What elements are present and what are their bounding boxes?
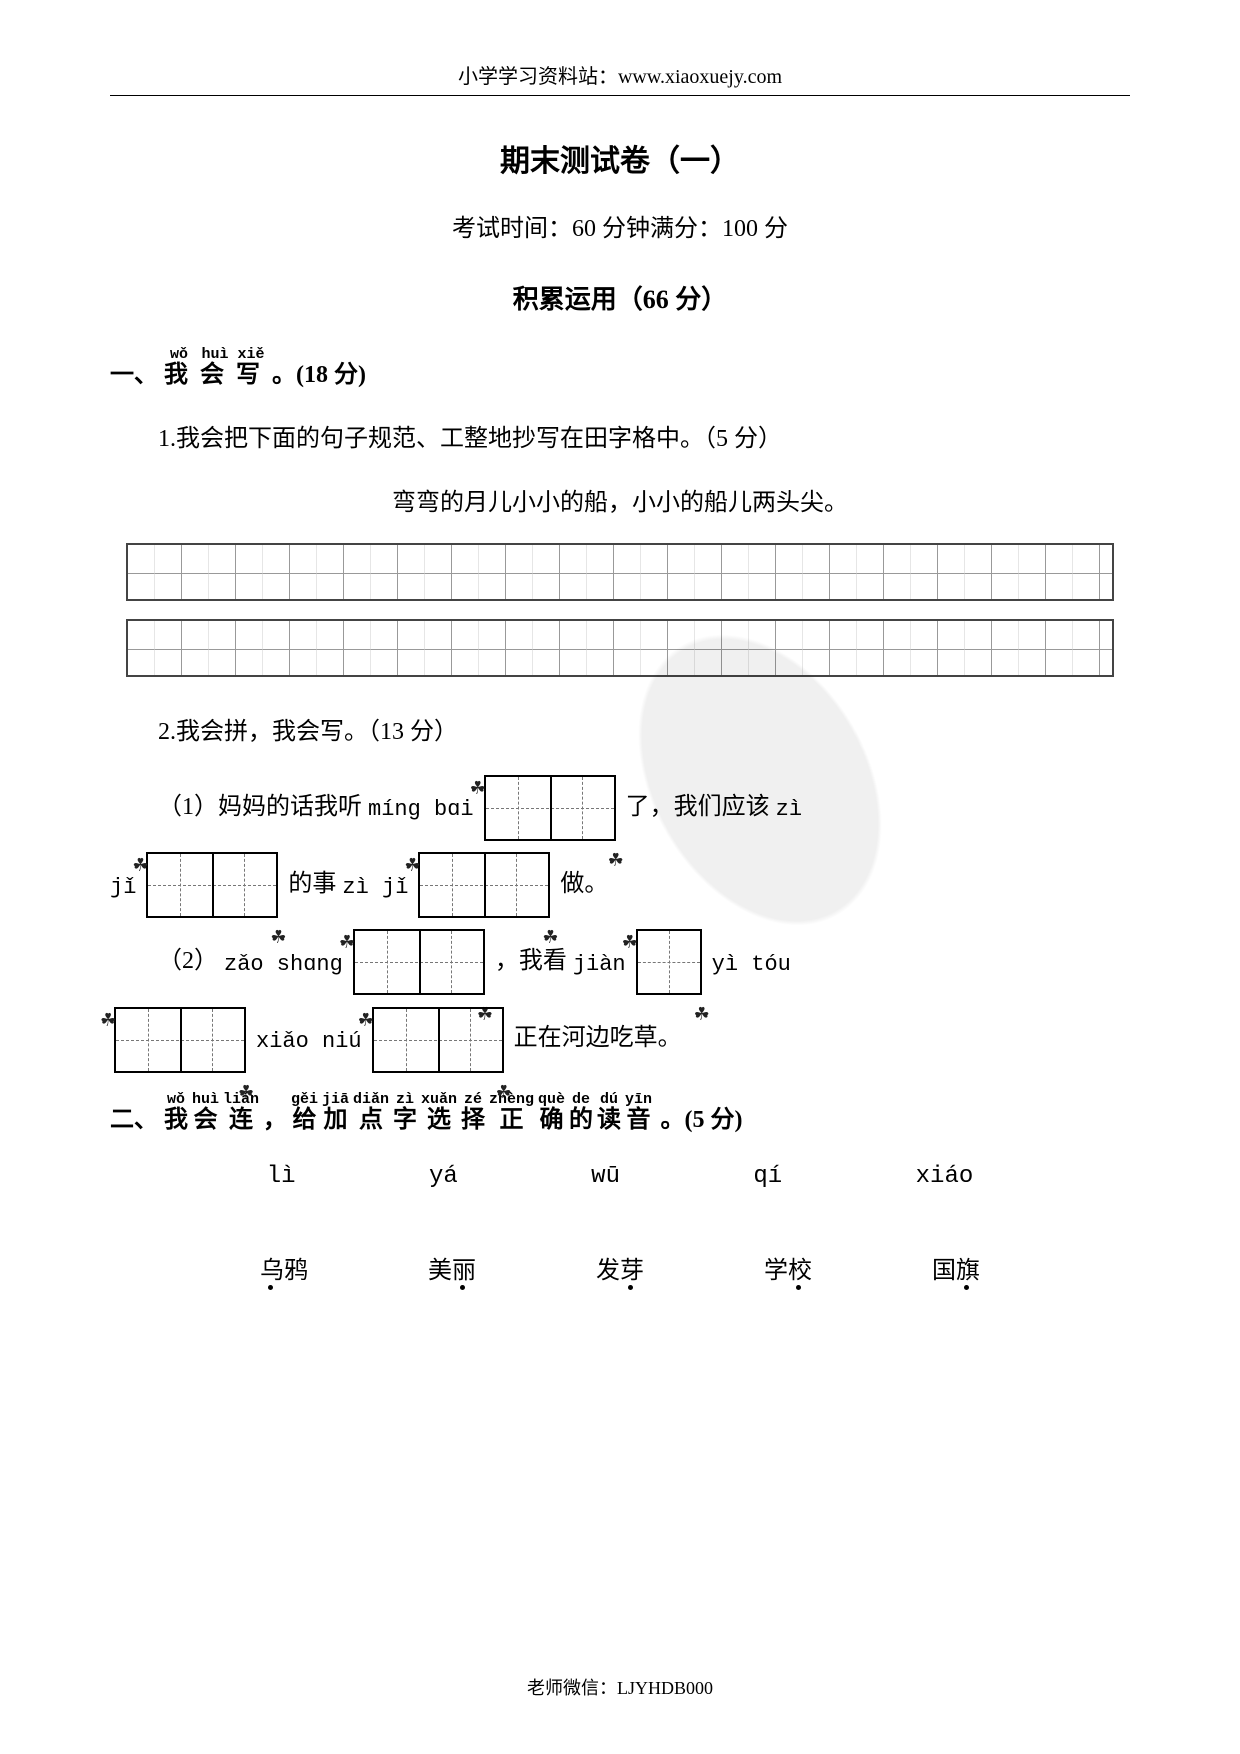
q2-heading: 二、 我wǒ会huì连lián，给gěi加jiā点diǎn字zì选xuǎn择zé… — [110, 1091, 1130, 1139]
exam-title: 期末测试卷（一） — [110, 136, 1130, 180]
leaf-icon: ☘ — [694, 989, 716, 1007]
leaf-icon: ☘ — [608, 835, 630, 853]
text-run: （1）妈妈的话我听 — [158, 774, 362, 841]
word-option[interactable]: 国旗 — [932, 1250, 980, 1285]
answer-box[interactable]: ☘☘ — [114, 1007, 246, 1073]
page-footer: 老师微信：LJYHDB000 — [0, 1674, 1240, 1700]
answer-box[interactable]: ☘☘ — [484, 775, 616, 841]
answer-box[interactable]: ☘☘ — [372, 1007, 504, 1073]
pinyin-inline: xiǎo niú — [256, 1011, 362, 1073]
leaf-icon: ☘ — [404, 840, 426, 858]
pinyin-inline: míng bɑi — [368, 779, 474, 841]
leaf-icon: ☘ — [622, 917, 644, 935]
leaf-icon: ☘ — [496, 1067, 518, 1085]
q1-sub2-line2: （2） zǎo shɑng ☘☘ ，我看 jiàn ☘☘ yì tóu — [158, 928, 1130, 995]
leaf-icon: ☘ — [358, 995, 380, 1013]
leaf-icon: ☘ — [270, 912, 292, 930]
q1-tail: 。(18 分) — [272, 362, 366, 388]
section-a-title: 积累运用（66 分） — [110, 279, 1130, 316]
q2-pinyin-row: lì yá wū qí xiáo — [200, 1163, 1040, 1190]
pinyin-inline: zì jǐ — [342, 857, 408, 919]
answer-box[interactable]: ☘☘ — [418, 852, 550, 918]
leaf-icon: ☘ — [100, 995, 122, 1013]
leaf-icon: ☘ — [470, 763, 492, 781]
tianzige-row[interactable] — [126, 619, 1114, 677]
text-run: 的事 — [288, 851, 336, 918]
leaf-icon: ☘ — [238, 1067, 260, 1085]
word-option[interactable]: 学校 — [764, 1250, 812, 1285]
pinyin-inline: jiàn — [573, 934, 626, 996]
leaf-icon: ☘ — [132, 840, 154, 858]
word-option[interactable]: 美丽 — [428, 1250, 476, 1285]
text-run: 正在河边吃草。 — [514, 1005, 682, 1072]
answer-box[interactable]: ☘☘ — [353, 929, 485, 995]
q1-sub2-line2b: ☘☘ xiǎo niú ☘☘ 正在河边吃草。 — [110, 1005, 1130, 1072]
q2-ruby: 我wǒ会huì连lián，给gěi加jiā点diǎn字zì选xuǎn择zé正zh… — [164, 1107, 655, 1133]
tianzige-row[interactable] — [126, 543, 1114, 601]
leaf-icon: ☘ — [477, 989, 499, 1007]
q1-sub2-line1: （1）妈妈的话我听 míng bɑi ☘☘ 了，我们应该 zì — [158, 774, 1130, 841]
q1-heading: 一、 我wǒ 会huì 写xiě 。(18 分) — [110, 346, 1130, 394]
q2-word-row: 乌鸦 美丽 发芽 学校 国旗 — [200, 1250, 1040, 1285]
pinyin-inline: zì — [776, 779, 802, 841]
word-option[interactable]: 乌鸦 — [260, 1250, 308, 1285]
q1-number: 一、 — [110, 362, 158, 388]
page-header: 小学学习资料站：www.xiaoxuejy.com — [110, 60, 1130, 96]
leaf-icon: ☘ — [542, 912, 564, 930]
q1-sub1-sentence: 弯弯的月儿小小的船，小小的船儿两头尖。 — [110, 482, 1130, 517]
text-run: 做。 — [560, 851, 608, 918]
q1-ruby: 我wǒ 会huì 写xiě — [164, 362, 272, 388]
pinyin-option[interactable]: qí — [753, 1163, 782, 1190]
word-option[interactable]: 发芽 — [596, 1250, 644, 1285]
pinyin-option[interactable]: wū — [591, 1163, 620, 1190]
exam-info: 考试时间：60 分钟满分：100 分 — [110, 208, 1130, 243]
pinyin-option[interactable]: yá — [429, 1163, 458, 1190]
leaf-icon: ☘ — [339, 917, 361, 935]
pinyin-inline: yì tóu — [712, 934, 791, 996]
text-run: （2） — [158, 928, 218, 995]
text-run: 了，我们应该 — [626, 774, 770, 841]
answer-box[interactable]: ☘☘ — [146, 852, 278, 918]
pinyin-option[interactable]: xiáo — [916, 1163, 974, 1190]
q1-sub1-label: 1.我会把下面的句子规范、工整地抄写在田字格中。（5 分） — [158, 418, 1130, 461]
pinyin-option[interactable]: lì — [267, 1163, 296, 1190]
q2-number: 二、 — [110, 1107, 158, 1133]
q2-tail: 。(5 分) — [661, 1107, 743, 1133]
tianzige-grid — [110, 543, 1130, 677]
q1-sub2-label: 2.我会拼，我会写。（13 分） — [158, 711, 1130, 754]
answer-box[interactable]: ☘☘ — [636, 929, 702, 995]
